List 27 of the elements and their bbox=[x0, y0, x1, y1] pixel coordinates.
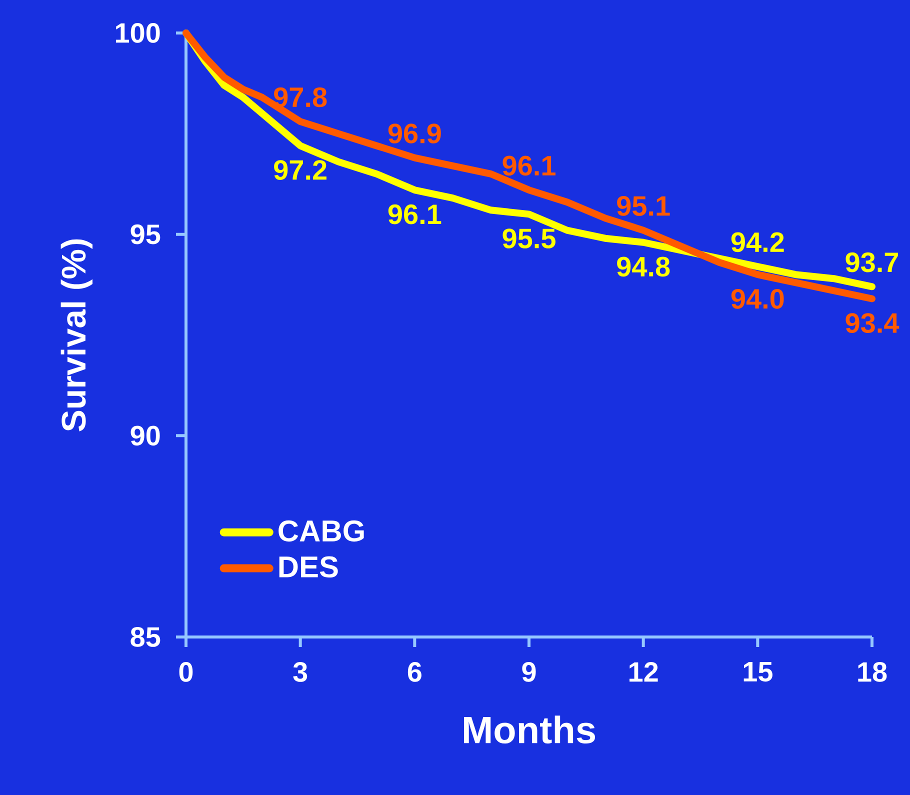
y-tick-label: 100 bbox=[116, 23, 160, 43]
y-axis-title: Survival (%) bbox=[60, 239, 92, 432]
data-label: 96.9 bbox=[388, 124, 441, 144]
y-tick-label: 85 bbox=[130, 627, 160, 647]
data-label: 93.7 bbox=[846, 252, 898, 272]
data-label: 94.8 bbox=[617, 256, 670, 277]
x-tick-label: 3 bbox=[293, 662, 308, 682]
data-label: 95.1 bbox=[617, 196, 670, 216]
y-tick-label: 95 bbox=[130, 224, 160, 244]
y-tick-label: 90 bbox=[130, 426, 160, 446]
x-tick-label: 0 bbox=[179, 662, 193, 682]
data-label: 93.4 bbox=[846, 313, 900, 334]
x-tick-label: 18 bbox=[858, 662, 887, 682]
legend-label: DES bbox=[279, 556, 338, 578]
data-label: 96.1 bbox=[388, 204, 442, 224]
x-axis-title: Months bbox=[464, 716, 595, 744]
x-tick-label: 6 bbox=[408, 662, 422, 682]
x-tick-label: 9 bbox=[522, 662, 536, 682]
x-tick-label: 15 bbox=[744, 662, 772, 682]
data-label: 97.8 bbox=[274, 87, 327, 108]
data-label: 95.5 bbox=[502, 228, 556, 248]
data-label: 96.1 bbox=[502, 156, 556, 176]
data-label: 94.0 bbox=[731, 288, 784, 309]
x-tick-label: 12 bbox=[630, 662, 658, 682]
data-label: 94.2 bbox=[731, 232, 784, 252]
data-label: 97.2 bbox=[274, 160, 326, 180]
legend-label: CABG bbox=[278, 520, 364, 542]
